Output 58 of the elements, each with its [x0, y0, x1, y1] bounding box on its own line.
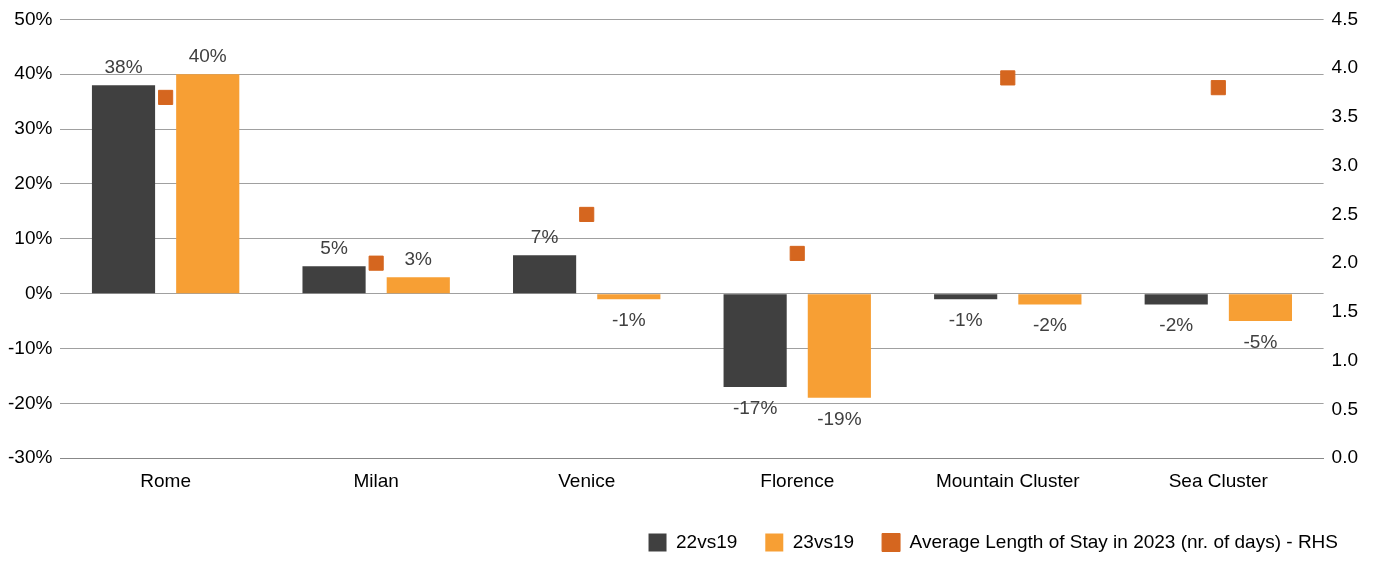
data-label: -2% [1032, 314, 1067, 336]
x-tick-label: Milan [353, 469, 399, 491]
bar [934, 294, 998, 300]
bar [1228, 294, 1293, 322]
x-tick-label: Florence [760, 469, 835, 491]
data-label: -5% [1243, 330, 1278, 352]
point [1000, 70, 1016, 86]
y2-tick-label: 2.5 [1331, 202, 1359, 224]
y-tick-label: 0% [24, 281, 53, 303]
x-tick-label: Rome [140, 469, 191, 491]
y-tick-label: 40% [14, 62, 53, 84]
legend-label: 23vs19 [792, 530, 855, 552]
x-tick-label: Sea Cluster [1168, 469, 1269, 491]
data-label: -1% [611, 308, 646, 330]
bar [1144, 294, 1208, 305]
bar [91, 85, 156, 294]
point [368, 255, 384, 271]
y2-tick-label: 0.0 [1331, 446, 1359, 468]
data-label: -19% [817, 407, 862, 429]
data-label: 5% [320, 236, 348, 258]
bar [1018, 294, 1082, 305]
bar [302, 266, 366, 294]
data-label: 38% [104, 55, 143, 77]
y-tick-label: 10% [14, 227, 53, 249]
y2-tick-label: 4.0 [1331, 56, 1359, 78]
point [579, 206, 595, 222]
bar [723, 294, 787, 387]
data-label: 40% [188, 44, 227, 66]
y2-tick-label: 0.5 [1331, 397, 1359, 419]
x-tick-label: Mountain Cluster [935, 469, 1081, 491]
point [1210, 80, 1226, 96]
legend-label: Average Length of Stay in 2023 (nr. of days) - RHS [909, 530, 1339, 552]
y-tick-label: -20% [8, 391, 53, 413]
y2-tick-label: 1.0 [1331, 348, 1359, 370]
data-label: 3% [404, 247, 433, 269]
bar [176, 74, 240, 294]
data-label: -17% [732, 396, 778, 418]
y-tick-label: -30% [8, 446, 53, 468]
point [158, 89, 174, 105]
y2-tick-label: 4.5 [1331, 7, 1359, 29]
bar [513, 255, 577, 294]
y-tick-label: -10% [8, 336, 53, 358]
bar [386, 277, 450, 294]
y-tick-label: 30% [14, 117, 53, 139]
y2-tick-label: 3.0 [1331, 153, 1359, 175]
bar [597, 294, 661, 300]
data-label: -1% [948, 308, 983, 330]
bar [807, 294, 871, 398]
y2-tick-label: 1.5 [1331, 300, 1359, 322]
y-tick-label: 50% [14, 7, 53, 29]
y-tick-label: 20% [14, 172, 53, 194]
legend-label: 22vs19 [676, 530, 738, 552]
data-label: 7% [530, 225, 559, 247]
x-tick-label: Venice [558, 469, 616, 491]
y2-tick-label: 2.0 [1331, 251, 1359, 273]
y2-tick-label: 3.5 [1331, 105, 1359, 127]
data-label: -2% [1159, 314, 1194, 336]
point [789, 245, 805, 261]
